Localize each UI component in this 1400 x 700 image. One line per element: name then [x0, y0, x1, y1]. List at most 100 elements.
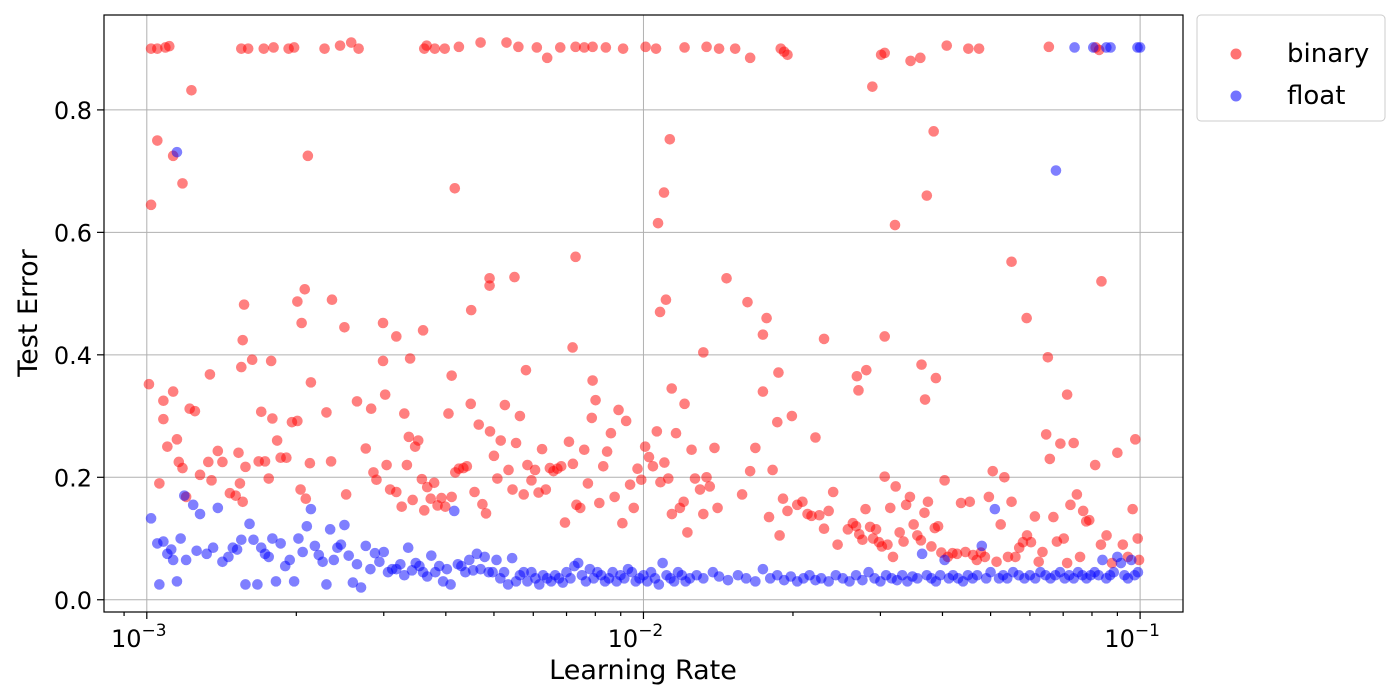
point-binary [416, 473, 428, 485]
x-tick-label-exponent: −1 [1135, 621, 1160, 641]
point-binary [1071, 489, 1083, 500]
x-tick-label-base: 10 [1104, 625, 1135, 653]
point-binary [326, 294, 338, 306]
point-binary [412, 435, 424, 446]
point-binary [926, 541, 937, 552]
point-binary [712, 502, 723, 514]
point-float [1132, 566, 1144, 578]
point-float [158, 536, 169, 547]
point-float [985, 566, 996, 578]
point-binary [613, 404, 624, 416]
x-tick-label-base: 10 [111, 625, 142, 653]
point-binary [587, 375, 598, 386]
legend-marker-binary [1230, 48, 1242, 60]
legend-label-binary: binary [1287, 39, 1369, 69]
point-binary [713, 43, 725, 54]
point-float [179, 490, 190, 501]
point-binary [425, 493, 437, 505]
point-float [912, 573, 923, 584]
point-binary [818, 333, 830, 345]
point-binary [443, 408, 454, 419]
point-float [248, 534, 259, 546]
point-binary [555, 460, 567, 472]
point-binary [469, 486, 480, 498]
point-binary [875, 49, 887, 61]
point-binary [484, 426, 496, 437]
point-float [857, 574, 868, 586]
point-binary [513, 41, 524, 53]
point-float [732, 569, 744, 581]
point-binary [951, 548, 963, 560]
point-binary [263, 473, 275, 484]
point-binary [1083, 514, 1095, 526]
point-binary [300, 493, 312, 505]
point-binary [814, 509, 825, 521]
point-binary [867, 81, 878, 92]
point-binary [919, 507, 930, 519]
point-binary [302, 150, 314, 162]
point-binary [652, 217, 664, 229]
point-binary [299, 284, 311, 295]
point-binary [203, 456, 214, 468]
point-binary [1058, 533, 1070, 544]
data-points [143, 37, 1146, 593]
point-binary [628, 502, 640, 514]
point-binary [1130, 434, 1141, 445]
legend-label-float: float [1287, 81, 1345, 111]
point-binary [319, 43, 330, 54]
point-binary [894, 527, 905, 538]
point-binary [449, 182, 461, 194]
point-binary [709, 442, 720, 454]
point-binary [164, 40, 175, 52]
point-binary [439, 43, 451, 54]
y-tick-label: 0.2 [54, 464, 92, 492]
legend: binary float [1196, 14, 1386, 122]
point-binary [439, 501, 451, 512]
point-float [1069, 42, 1080, 53]
point-binary [391, 331, 402, 342]
point-binary [995, 519, 1007, 530]
point-binary [529, 464, 541, 476]
point-binary [292, 415, 303, 427]
point-float [252, 579, 263, 590]
point-float [823, 576, 834, 587]
point-binary [265, 355, 277, 367]
point-binary [882, 539, 893, 550]
point-binary [1025, 536, 1037, 548]
x-tick-label-exponent: −3 [142, 621, 167, 641]
point-float [619, 573, 630, 584]
point-binary [559, 517, 571, 528]
point-binary [851, 370, 863, 382]
point-binary [736, 489, 748, 500]
point-binary [620, 415, 632, 427]
point-binary [870, 524, 882, 535]
legend-box [1196, 14, 1386, 122]
point-binary [1006, 496, 1017, 508]
point-float [301, 520, 313, 532]
point-float [309, 540, 321, 552]
point-binary [446, 370, 457, 381]
y-tick-label: 0.4 [54, 342, 92, 370]
point-binary [321, 407, 332, 418]
point-float [328, 554, 340, 566]
x-tick-label: 10−2 [608, 621, 664, 653]
point-float [522, 576, 533, 587]
point-float [399, 569, 410, 581]
point-binary [939, 475, 950, 486]
point-binary [365, 403, 377, 415]
point-binary [268, 42, 279, 53]
point-float [698, 573, 709, 584]
point-binary [617, 517, 628, 529]
point-binary [879, 471, 890, 482]
point-binary [729, 43, 741, 54]
point-binary [186, 85, 197, 96]
point-float [191, 545, 202, 557]
point-float [971, 569, 983, 581]
point-binary [744, 465, 756, 477]
point-binary [325, 456, 337, 467]
point-float [236, 534, 247, 546]
point-binary [643, 451, 655, 463]
point-float [365, 563, 376, 575]
point-binary [1021, 312, 1032, 324]
point-binary [480, 508, 492, 519]
